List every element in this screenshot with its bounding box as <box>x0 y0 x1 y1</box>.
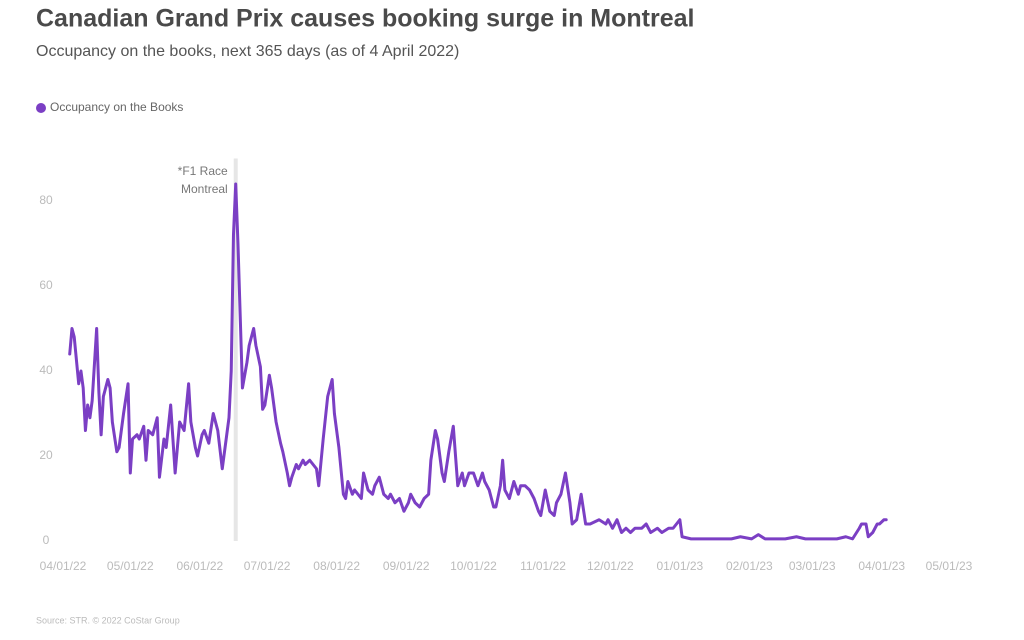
x-tick-label: 04/01/23 <box>858 559 905 573</box>
data-line <box>68 182 888 541</box>
legend-marker <box>36 103 46 113</box>
y-tick-label: 60 <box>39 278 53 292</box>
annotation-text: *F1 Race <box>178 164 228 178</box>
annotation-band <box>233 158 238 541</box>
y-tick-label: 40 <box>39 363 53 377</box>
annotation-text: Montreal <box>181 182 228 196</box>
x-tick-label: 06/01/22 <box>176 559 223 573</box>
y-tick-label: 20 <box>39 448 53 462</box>
x-tick-label: 11/01/22 <box>520 559 566 573</box>
legend-label: Occupancy on the Books <box>50 100 183 114</box>
source-note: Source: STR. © 2022 CoStar Group <box>36 615 180 625</box>
y-tick-label: 0 <box>43 533 50 547</box>
x-tick-label: 04/01/22 <box>40 559 87 573</box>
x-tick-label: 05/01/22 <box>107 559 154 573</box>
x-tick-label: 07/01/22 <box>244 559 291 573</box>
x-tick-label: 02/01/23 <box>726 559 773 573</box>
y-tick-label: 80 <box>39 193 53 207</box>
chart-subtitle: Occupancy on the books, next 365 days (a… <box>36 43 459 60</box>
x-tick-label: 03/01/23 <box>789 559 836 573</box>
x-tick-label: 05/01/23 <box>926 559 973 573</box>
x-tick-label: 09/01/22 <box>383 559 430 573</box>
x-tick-label: 10/01/22 <box>450 559 497 573</box>
x-tick-label: 12/01/22 <box>587 559 634 573</box>
chart-title: Canadian Grand Prix causes booking surge… <box>36 5 694 33</box>
x-tick-label: 08/01/22 <box>313 559 360 573</box>
x-tick-label: 01/01/23 <box>656 559 703 573</box>
